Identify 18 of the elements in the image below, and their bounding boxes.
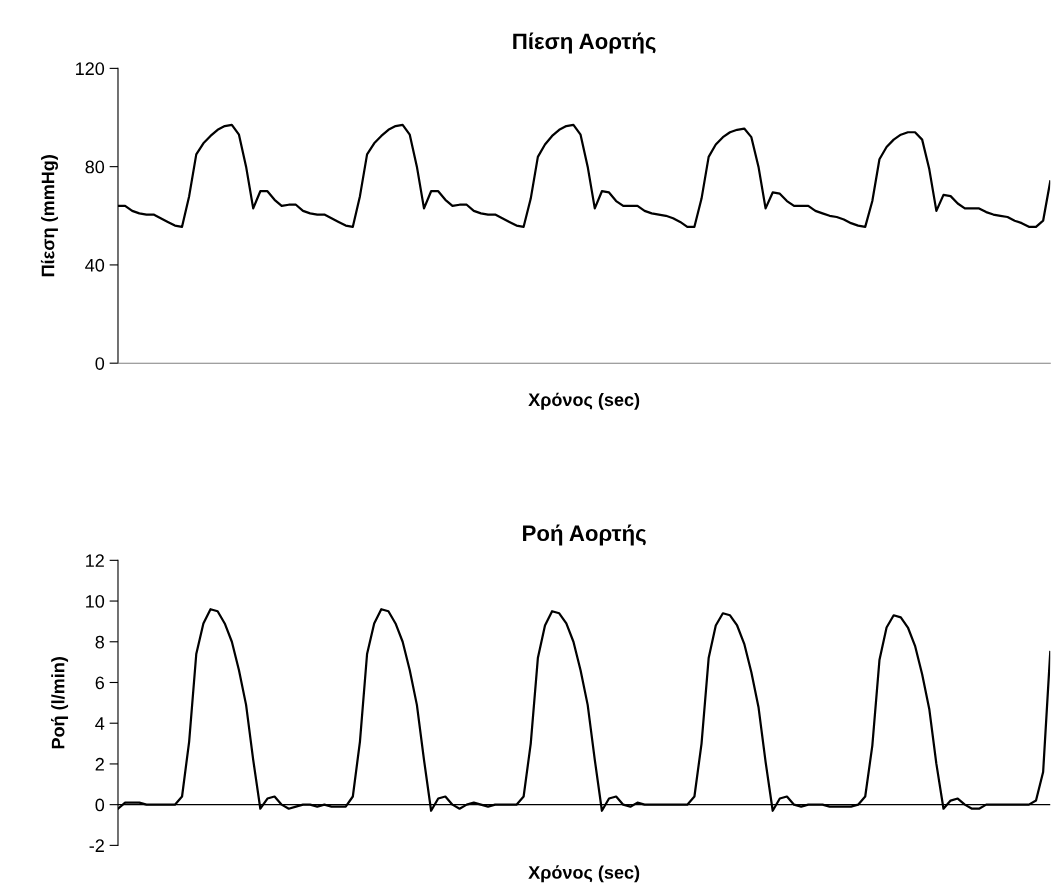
y-tick-label: 0 bbox=[95, 357, 105, 370]
chart-title: Ροή Αορτής bbox=[523, 524, 646, 546]
y-axis-title: Πίεση (mmHg) bbox=[40, 155, 59, 277]
y-tick-label: 4 bbox=[95, 717, 105, 730]
y-tick-label: -2 bbox=[89, 839, 104, 852]
y-tick-label: 120 bbox=[76, 62, 105, 76]
y-axis-title: Ροή (l/min) bbox=[51, 657, 69, 749]
y-tick-label: 6 bbox=[95, 676, 105, 690]
y-tick-label: 10 bbox=[86, 594, 105, 608]
chart-title: Πίεση Αορτής bbox=[513, 32, 656, 54]
y-tick-label: 0 bbox=[95, 798, 105, 812]
y-tick-label: 80 bbox=[85, 160, 105, 174]
x-axis-title: Χρόνος (sec) bbox=[528, 865, 640, 883]
y-tick-label: 8 bbox=[95, 635, 105, 649]
y-tick-label: 40 bbox=[85, 258, 105, 272]
y-tick-label: 12 bbox=[86, 554, 104, 567]
x-axis-title: Χρόνος (sec) bbox=[528, 392, 640, 410]
y-tick-label: 2 bbox=[95, 757, 104, 771]
